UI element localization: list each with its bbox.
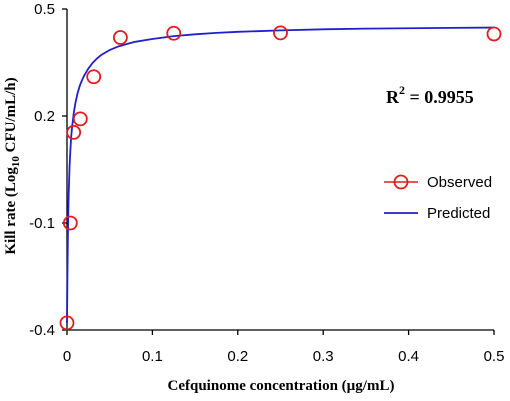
y-tick-label: 0.2 bbox=[34, 108, 55, 125]
legend-observed-marker bbox=[393, 174, 409, 190]
r-squared-superscript: 2 bbox=[399, 83, 405, 97]
y-axis-title-part2: CFU/mL/h) bbox=[3, 77, 19, 156]
observed-point bbox=[59, 315, 75, 331]
observed-point bbox=[166, 25, 182, 41]
observed-point bbox=[273, 25, 288, 41]
legend-predicted-label: Predicted bbox=[427, 205, 490, 222]
x-tick-label: 0.5 bbox=[484, 348, 505, 365]
observed-point bbox=[86, 69, 102, 85]
y-axis-title-subscript: 10 bbox=[10, 156, 22, 168]
axes: -0.4 -0.1 0.2 0.5 0 0.1 0.2 0.3 0.4 0.5 bbox=[29, 1, 504, 365]
y-axis-title: Kill rate (Log10 CFU/mL/h) bbox=[3, 77, 22, 254]
labels: Cefquinome concentration (µg/mL) Kill ra… bbox=[3, 77, 474, 394]
observed-point bbox=[62, 215, 78, 231]
y-tick-label: -0.1 bbox=[29, 215, 55, 232]
observed-point bbox=[72, 111, 88, 127]
x-axis-title: Cefquinome concentration (µg/mL) bbox=[168, 378, 395, 394]
y-tick-label: 0.5 bbox=[34, 1, 55, 18]
y-axis-title-part1: Kill rate (Log bbox=[3, 167, 19, 255]
observed-point bbox=[66, 125, 82, 140]
r-squared-annotation: R2 = 0.9955 bbox=[386, 83, 474, 107]
r-squared-prefix: R bbox=[386, 87, 400, 107]
observed-point bbox=[486, 26, 502, 42]
x-tick-label: 0.3 bbox=[313, 348, 334, 365]
y-tick-label: -0.4 bbox=[29, 322, 55, 339]
observed-point bbox=[112, 30, 128, 45]
x-tick-label: 0 bbox=[63, 348, 71, 365]
x-tick-label: 0.4 bbox=[398, 348, 419, 365]
x-tick-label: 0.1 bbox=[142, 348, 163, 365]
legend-observed-label: Observed bbox=[427, 174, 492, 191]
legend: Observed Predicted bbox=[384, 174, 492, 222]
r-squared-value: = 0.9955 bbox=[405, 87, 474, 107]
x-tick-label: 0.2 bbox=[227, 348, 248, 365]
predicted-line bbox=[66, 26, 495, 324]
series-layer bbox=[59, 25, 502, 331]
